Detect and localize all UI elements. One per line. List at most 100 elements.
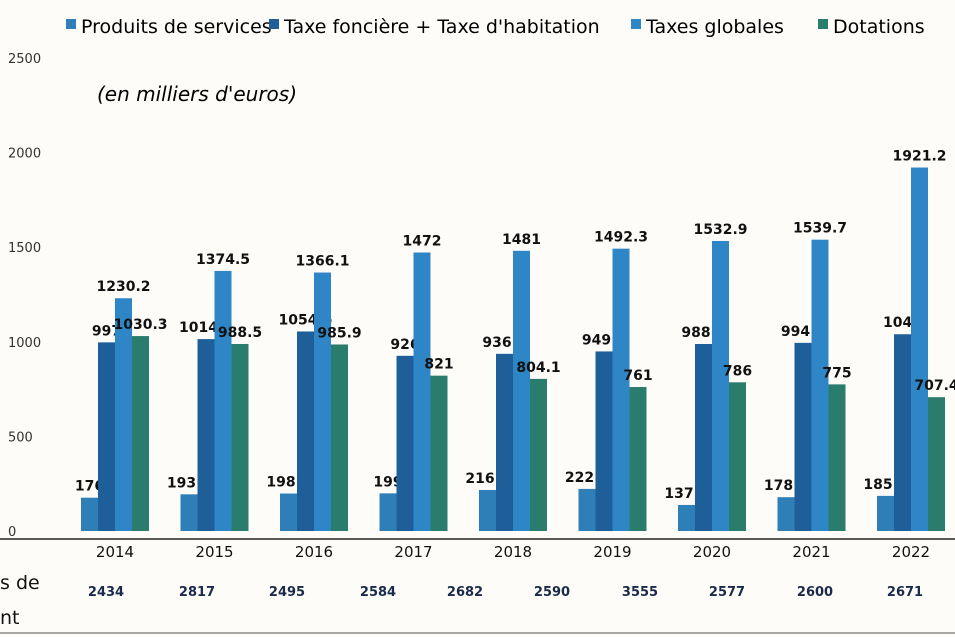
- x-tick-label: 2016: [295, 543, 333, 561]
- row-value: 2817: [179, 585, 215, 600]
- bar: [231, 343, 249, 531]
- data-label: 1921.2: [892, 149, 946, 165]
- data-label: 926: [390, 337, 419, 353]
- row-value: 2671: [887, 585, 923, 600]
- row-value: 2584: [360, 585, 396, 600]
- x-tick-label: 2020: [693, 543, 731, 561]
- x-tick-label: 2021: [792, 543, 830, 561]
- data-label: 997: [92, 323, 121, 339]
- bar: [629, 387, 647, 531]
- bar: [777, 497, 795, 531]
- bar: [413, 252, 431, 531]
- bar: [695, 343, 712, 531]
- y-tick-label: 500: [8, 430, 33, 445]
- bar: [98, 342, 115, 531]
- bar: [612, 248, 630, 531]
- row-label: nt: [0, 607, 20, 629]
- unit-note: (en milliers d'euros): [97, 82, 297, 106]
- data-label: 176: [75, 479, 104, 495]
- bar: [828, 384, 846, 531]
- y-axis: 0 500 1000 1500 2000 2500: [8, 52, 41, 540]
- bar: [180, 494, 198, 531]
- row-value: 2682: [447, 585, 483, 600]
- bar: [214, 270, 232, 531]
- bar: [513, 250, 530, 531]
- bars: 1769971230.21030.3193.91014.31374.5988.5…: [75, 149, 955, 531]
- bar: [578, 488, 596, 531]
- row-value: 2600: [797, 585, 833, 600]
- data-label: 199: [373, 474, 402, 490]
- bar: [530, 378, 547, 531]
- x-tick-label: 2014: [96, 543, 134, 561]
- data-label: 1532.9: [693, 222, 747, 238]
- bar: [396, 355, 414, 531]
- legend-swatch: [631, 19, 641, 29]
- data-label: 1472: [403, 233, 442, 249]
- bar: [331, 344, 348, 531]
- x-axis: 2014 2015 2016 2017 2018 2019 2020 2021 2022: [0, 538, 955, 561]
- data-label: 786: [723, 363, 752, 379]
- y-tick-label: 1500: [8, 241, 41, 256]
- bar: [911, 167, 928, 531]
- legend-swatch: [818, 19, 828, 29]
- legend-label: Dotations: [833, 16, 925, 38]
- bar: [794, 342, 812, 531]
- bar: [729, 382, 746, 531]
- bar: [678, 504, 695, 531]
- y-tick-label: 2500: [8, 52, 41, 67]
- row-value: 2590: [534, 585, 570, 600]
- row-value: 2495: [269, 585, 305, 600]
- data-label: 1030.3: [113, 317, 167, 333]
- data-label: 775: [822, 365, 851, 381]
- y-tick-label: 1000: [8, 336, 41, 351]
- bar: [115, 298, 132, 531]
- bar: [81, 497, 98, 531]
- bar: [379, 493, 397, 531]
- row-value: 2577: [709, 585, 745, 600]
- data-label: 985.9: [317, 325, 361, 341]
- data-label: 821: [424, 357, 453, 373]
- bar: [280, 493, 297, 531]
- legend-label: Taxes globales: [645, 16, 784, 38]
- bar: [928, 397, 945, 531]
- bar: [811, 239, 829, 531]
- bar: [314, 272, 331, 531]
- row-value: 2434: [88, 585, 124, 600]
- bar: [712, 240, 729, 531]
- data-label: 1539.7: [793, 221, 847, 237]
- legend: Produits de services Taxe foncière + Taxe…: [66, 16, 925, 38]
- bar: [894, 334, 911, 531]
- y-tick-label: 2000: [8, 147, 41, 162]
- y-tick-label: 0: [8, 525, 16, 540]
- bar: [496, 353, 513, 531]
- bar: [479, 489, 496, 531]
- data-label: 988.5: [218, 325, 262, 341]
- data-label: 1374.5: [196, 252, 250, 268]
- x-tick-label: 2019: [593, 543, 631, 561]
- row-label: s de: [0, 572, 40, 594]
- bottom-row: s de nt 2434 2817 2495 2584 2682 2590 3555 2577 26…: [0, 572, 955, 634]
- data-label: 1230.2: [96, 279, 150, 295]
- row-value: 3555: [622, 585, 658, 600]
- legend-swatch: [269, 19, 279, 29]
- bar: [197, 339, 215, 531]
- x-tick-label: 2015: [195, 543, 233, 561]
- bar: [297, 331, 314, 531]
- bar: [595, 351, 613, 531]
- data-label: 1481: [502, 232, 541, 248]
- legend-swatch: [66, 19, 76, 29]
- bar: [877, 495, 894, 531]
- bar: [132, 336, 149, 531]
- data-label: 707.4: [914, 378, 955, 394]
- data-label: 1366.1: [295, 254, 349, 270]
- data-label: 761: [623, 368, 652, 384]
- data-label: 804.1: [516, 360, 560, 376]
- legend-label: Taxe foncière + Taxe d'habitation: [283, 16, 600, 38]
- x-tick-label: 2018: [494, 543, 532, 561]
- x-tick-label: 2017: [394, 543, 432, 561]
- data-label: 1492.3: [594, 230, 648, 246]
- legend-label: Produits de services: [81, 16, 272, 38]
- x-tick-label: 2022: [892, 543, 930, 561]
- bar: [430, 375, 448, 531]
